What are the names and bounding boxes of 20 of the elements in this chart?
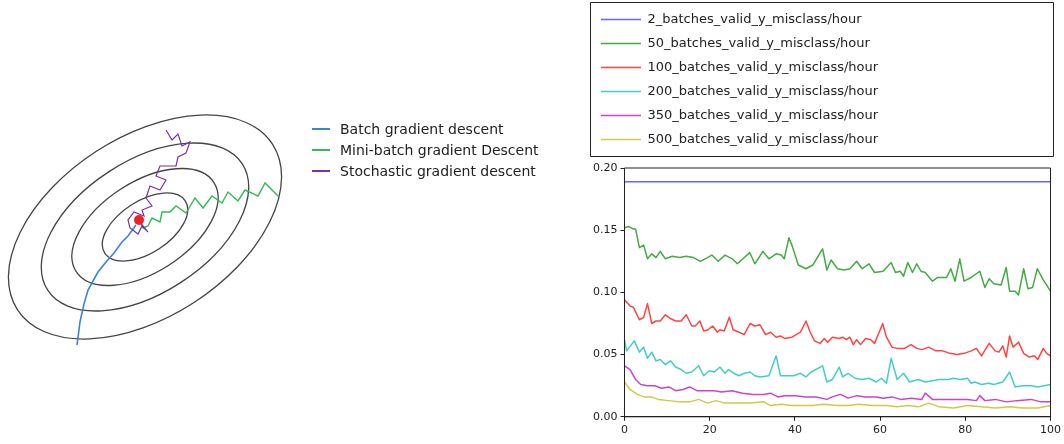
x-tick-label: 60 bbox=[873, 423, 888, 437]
x-tick-label: 100 bbox=[1040, 423, 1061, 437]
y-tick-label: 0.00 bbox=[592, 409, 618, 423]
legend-label: 500_batches_valid_y_misclass/hour bbox=[647, 130, 879, 146]
legend-label: 200_batches_valid_y_misclass/hour bbox=[647, 82, 879, 98]
y-tick-label: 0.15 bbox=[592, 223, 618, 237]
text: Stochastic gradient descent bbox=[340, 162, 536, 179]
y-tick-label: 0.05 bbox=[592, 347, 618, 361]
text: Mini-batch gradient Descent bbox=[340, 141, 539, 158]
x-tick-label: 80 bbox=[958, 423, 973, 437]
legend-label: 50_batches_valid_y_misclass/hour bbox=[647, 34, 871, 50]
y-tick-label: 0.10 bbox=[592, 285, 618, 299]
y-tick-label: 0.20 bbox=[592, 160, 618, 174]
x-tick-label: 0 bbox=[620, 423, 628, 437]
x-tick-label: 40 bbox=[787, 423, 802, 437]
legend-label: 350_batches_valid_y_misclass/hour bbox=[647, 106, 879, 122]
legend-label: 2_batches_valid_y_misclass/hour bbox=[647, 10, 863, 26]
x-tick-label: 20 bbox=[702, 423, 717, 437]
legend-label: 100_batches_valid_y_misclass/hour bbox=[647, 58, 879, 74]
text: Batch gradient descent bbox=[340, 120, 504, 137]
